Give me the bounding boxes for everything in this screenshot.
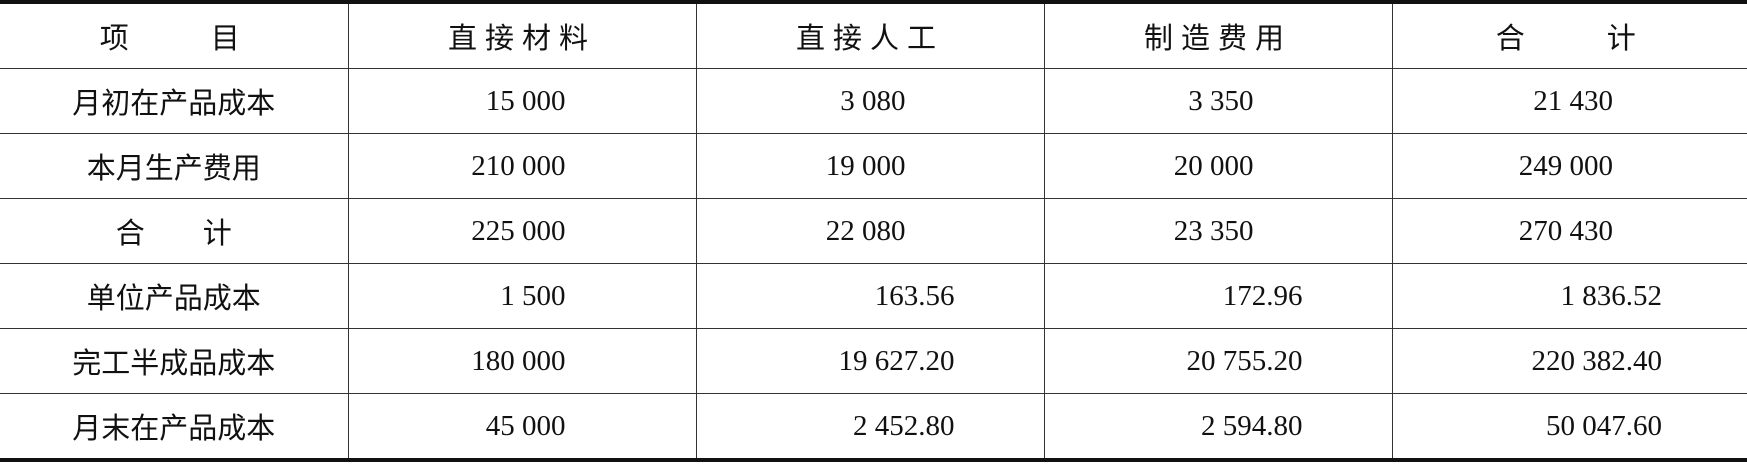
cell-total: 1 836.52 — [1391, 263, 1747, 329]
row-label: 本月生产费用 — [0, 133, 348, 199]
cell-direct-labor: 19 000 — [695, 133, 1044, 199]
cell-overhead: 23 350 — [1043, 198, 1392, 264]
row-label: 月初在产品成本 — [0, 68, 348, 134]
cell-overhead: 20 000 — [1043, 133, 1392, 199]
cell-direct-labor: 22 080 — [695, 198, 1044, 264]
cell-overhead: 3 350 — [1043, 68, 1392, 134]
cell-direct-labor: 163.56 — [695, 263, 1044, 329]
row-label: 合 计 — [0, 198, 348, 264]
row-label: 完工半成品成本 — [0, 328, 348, 394]
cell-direct-materials: 15 000 — [347, 68, 696, 134]
table-row: 月末在产品成本 45 000 2 452.80 2 594.80 50 047.60 — [0, 393, 1747, 461]
cell-direct-labor: 2 452.80 — [695, 393, 1044, 461]
table-row: 单位产品成本 1 500 163.56 172.96 1 836.52 — [0, 263, 1747, 329]
header-overhead: 制造费用 — [1043, 2, 1392, 69]
cell-direct-labor: 3 080 — [695, 68, 1044, 134]
table-row: 完工半成品成本 180 000 19 627.20 20 755.20 220 382.… — [0, 328, 1747, 394]
header-total: 合 计 — [1391, 2, 1747, 69]
header-direct-materials: 直接材料 — [347, 2, 696, 69]
table-row: 本月生产费用 210 000 19 000 20 000 249 000 — [0, 133, 1747, 199]
header-row: 项 目 直接材料 直接人工 制造费用 合 计 — [0, 2, 1747, 69]
cell-total: 50 047.60 — [1391, 393, 1747, 461]
cell-total: 270 430 — [1391, 198, 1747, 264]
cell-total: 249 000 — [1391, 133, 1747, 199]
cell-direct-materials: 225 000 — [347, 198, 696, 264]
table-row: 月初在产品成本 15 000 3 080 3 350 21 430 — [0, 68, 1747, 134]
cell-total: 220 382.40 — [1391, 328, 1747, 394]
row-label: 单位产品成本 — [0, 263, 348, 329]
cell-overhead: 172.96 — [1043, 263, 1392, 329]
header-direct-labor: 直接人工 — [695, 2, 1044, 69]
cell-direct-materials: 210 000 — [347, 133, 696, 199]
header-item: 项 目 — [0, 2, 348, 69]
table-row: 合 计 225 000 22 080 23 350 270 430 — [0, 198, 1747, 264]
cell-direct-materials: 1 500 — [347, 263, 696, 329]
cell-direct-materials: 45 000 — [347, 393, 696, 461]
cell-total: 21 430 — [1391, 68, 1747, 134]
cell-overhead: 20 755.20 — [1043, 328, 1392, 394]
cell-direct-materials: 180 000 — [347, 328, 696, 394]
cell-direct-labor: 19 627.20 — [695, 328, 1044, 394]
cell-overhead: 2 594.80 — [1043, 393, 1392, 461]
row-label: 月末在产品成本 — [0, 393, 348, 461]
